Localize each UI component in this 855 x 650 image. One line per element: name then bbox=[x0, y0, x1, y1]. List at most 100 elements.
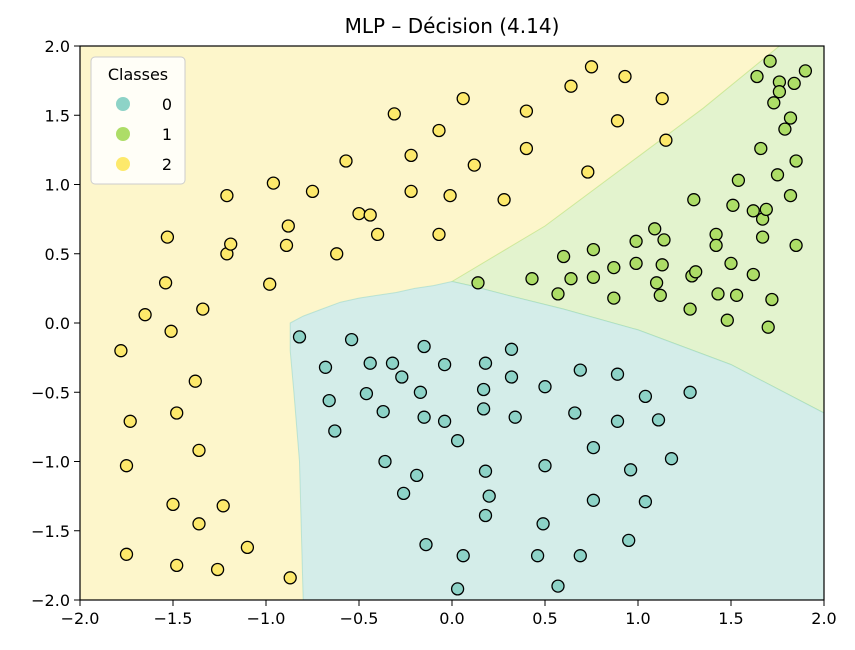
point-class-0 bbox=[610, 414, 625, 428]
point-class-2 bbox=[210, 562, 225, 577]
point-class-1 bbox=[789, 238, 803, 253]
point-class-2 bbox=[114, 344, 128, 358]
y-tick-label: 2.0 bbox=[45, 37, 70, 56]
y-tick-label: −1.5 bbox=[31, 522, 70, 541]
point-class-2 bbox=[467, 158, 481, 172]
x-tick-label: 1.0 bbox=[625, 609, 650, 628]
legend-box bbox=[90, 56, 186, 185]
point-class-0 bbox=[450, 582, 465, 596]
x-tick-label: −1.5 bbox=[154, 609, 193, 628]
legend-label: 0 bbox=[162, 95, 172, 114]
point-class-0 bbox=[437, 414, 452, 428]
point-class-2 bbox=[659, 133, 673, 147]
point-class-2 bbox=[192, 443, 206, 458]
point-class-1 bbox=[607, 260, 621, 275]
point-class-2 bbox=[432, 123, 446, 138]
point-class-2 bbox=[281, 219, 295, 233]
legend-marker-class-0 bbox=[116, 97, 130, 111]
point-class-0 bbox=[476, 402, 491, 416]
y-tick-label: −2.0 bbox=[31, 591, 70, 610]
point-class-1 bbox=[772, 85, 787, 99]
point-class-0 bbox=[437, 357, 452, 372]
point-class-2 bbox=[497, 193, 511, 207]
y-tick-label: −0.5 bbox=[31, 383, 70, 402]
point-class-0 bbox=[536, 517, 550, 531]
point-class-0 bbox=[664, 452, 679, 466]
point-class-2 bbox=[564, 79, 578, 93]
point-class-2 bbox=[283, 571, 297, 585]
point-class-1 bbox=[783, 188, 798, 203]
point-class-1 bbox=[471, 276, 485, 290]
point-class-1 bbox=[683, 302, 697, 316]
region-class-0 bbox=[289, 280, 825, 601]
x-axis-ticks: −2.0 −1.5 −1.0 −0.5 0.0 0.5 1.0 1.5 2.0 bbox=[61, 600, 837, 628]
point-class-1 bbox=[783, 111, 798, 125]
point-class-2 bbox=[339, 154, 353, 168]
point-class-2 bbox=[404, 184, 418, 199]
point-class-0 bbox=[504, 342, 519, 356]
point-class-0 bbox=[623, 463, 638, 477]
point-class-0 bbox=[551, 579, 565, 593]
point-class-1 bbox=[789, 154, 803, 168]
point-class-0 bbox=[328, 424, 342, 438]
legend-label: 2 bbox=[162, 155, 172, 174]
point-class-0 bbox=[318, 360, 333, 374]
legend: Classes 0 1 2 bbox=[90, 56, 186, 185]
point-class-0 bbox=[456, 549, 470, 563]
point-class-0 bbox=[482, 489, 496, 503]
point-class-2 bbox=[352, 206, 366, 221]
point-class-2 bbox=[581, 165, 595, 179]
point-class-0 bbox=[638, 389, 653, 404]
point-class-0 bbox=[586, 440, 601, 455]
point-class-1 bbox=[787, 76, 801, 91]
chart-title: MLP – Décision (4.14) bbox=[345, 14, 560, 38]
y-tick-label: 0.5 bbox=[45, 245, 70, 264]
y-axis-ticks: −2.0 −1.5 −1.0 −0.5 0.0 0.5 1.0 1.5 2.0 bbox=[31, 37, 80, 610]
point-class-2 bbox=[655, 91, 669, 106]
point-class-0 bbox=[292, 330, 307, 344]
point-class-1 bbox=[754, 141, 768, 156]
y-tick-label: 0.0 bbox=[45, 314, 70, 333]
point-class-0 bbox=[363, 356, 377, 370]
y-tick-label: 1.5 bbox=[45, 106, 70, 125]
x-tick-label: 0.5 bbox=[532, 609, 557, 628]
point-class-1 bbox=[770, 168, 785, 182]
point-class-2 bbox=[119, 547, 134, 561]
point-class-2 bbox=[519, 104, 534, 118]
point-class-2 bbox=[584, 60, 599, 74]
data-points bbox=[114, 54, 813, 596]
point-class-1 bbox=[724, 256, 738, 271]
x-tick-label: −0.5 bbox=[340, 609, 379, 628]
point-class-2 bbox=[443, 188, 457, 203]
point-class-1 bbox=[586, 270, 601, 284]
x-tick-label: 0.0 bbox=[439, 609, 464, 628]
point-class-1 bbox=[655, 258, 669, 272]
point-class-1 bbox=[750, 69, 764, 84]
point-class-2 bbox=[610, 114, 625, 128]
point-class-1 bbox=[720, 313, 734, 327]
point-class-2 bbox=[519, 141, 534, 156]
point-class-1 bbox=[778, 122, 792, 136]
x-tick-label: 2.0 bbox=[811, 609, 836, 628]
point-class-0 bbox=[508, 410, 522, 424]
point-class-1 bbox=[767, 96, 781, 110]
legend-title: Classes bbox=[108, 65, 168, 84]
point-class-1 bbox=[711, 287, 725, 301]
point-class-2 bbox=[266, 176, 281, 190]
point-class-2 bbox=[119, 459, 134, 473]
point-class-1 bbox=[731, 173, 746, 187]
point-class-0 bbox=[417, 410, 431, 424]
y-tick-label: 1.0 bbox=[45, 176, 70, 195]
point-class-1 bbox=[629, 234, 643, 248]
point-class-0 bbox=[586, 493, 601, 507]
legend-marker-class-1 bbox=[116, 127, 130, 141]
point-class-1 bbox=[709, 238, 723, 253]
point-class-2 bbox=[279, 238, 294, 253]
legend-marker-class-2 bbox=[116, 157, 130, 171]
point-class-1 bbox=[607, 291, 621, 305]
point-class-0 bbox=[385, 356, 400, 370]
point-class-1 bbox=[586, 242, 601, 257]
point-class-2 bbox=[220, 188, 234, 203]
point-class-1 bbox=[564, 272, 578, 286]
point-class-0 bbox=[568, 406, 582, 420]
